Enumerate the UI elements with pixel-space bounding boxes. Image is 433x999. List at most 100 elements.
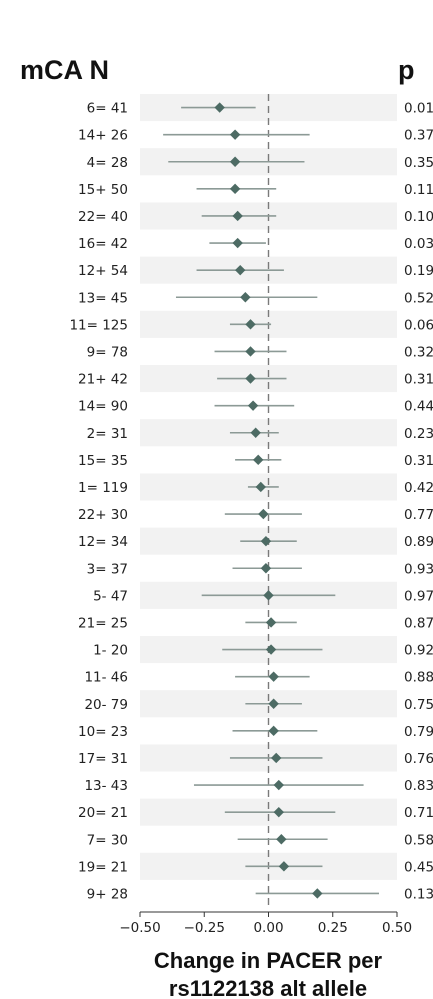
x-tick-label: 0.00: [253, 920, 283, 936]
p-value: 0.83: [404, 778, 433, 794]
row-label: 3= 37: [87, 561, 128, 577]
p-value: 0.76: [404, 751, 433, 767]
point-estimate: [247, 400, 259, 411]
point-estimate: [258, 508, 269, 520]
p-value: 0.97: [404, 588, 433, 604]
row-label: 22= 40: [78, 209, 128, 225]
p-value: 0.11: [404, 182, 433, 198]
row-label: 2= 31: [87, 426, 128, 442]
row-label: 11= 125: [69, 317, 128, 333]
p-value: 0.88: [404, 670, 433, 686]
row-label: 1- 20: [93, 643, 128, 659]
x-axis-title-line-1: Change in PACER per: [154, 948, 383, 973]
row-label: 11- 46: [84, 670, 128, 686]
point-estimate: [232, 237, 243, 249]
point-estimate: [229, 129, 241, 140]
p-value: 0.79: [404, 724, 433, 740]
row-label: 22+ 30: [78, 507, 128, 523]
row-label: 4= 28: [87, 155, 128, 171]
row-label: 14+ 26: [78, 128, 128, 144]
row-label: 13- 43: [84, 778, 128, 794]
point-estimate: [245, 373, 256, 384]
header-p: p: [398, 55, 415, 85]
point-estimate: [253, 454, 264, 466]
point-estimate: [312, 888, 323, 899]
p-value: 0.71: [404, 805, 433, 821]
point-estimate: [265, 644, 277, 655]
p-value: 0.03: [404, 236, 433, 252]
point-estimate: [271, 752, 282, 764]
point-estimate: [260, 535, 272, 547]
point-estimate: [265, 617, 277, 628]
p-value: 0.45: [404, 859, 433, 875]
x-tick-label: 0.50: [382, 920, 412, 936]
row-label: 17= 31: [78, 751, 128, 767]
p-value: 0.01: [404, 101, 433, 117]
row-label: 10= 23: [78, 724, 128, 740]
p-value: 0.89: [404, 534, 433, 550]
p-value: 0.13: [404, 886, 433, 902]
x-tick-label: −0.25: [184, 920, 225, 936]
point-estimate: [268, 698, 279, 709]
row-label: 14= 90: [78, 399, 128, 415]
p-value: 0.31: [404, 372, 433, 388]
x-tick-label: −0.50: [119, 920, 160, 936]
row-label: 12= 34: [78, 534, 128, 550]
point-estimate: [250, 427, 261, 438]
point-estimate: [229, 183, 241, 195]
row-labels: 6= 41 14+ 26 4= 28 15+ 50 22= 40 16= 42 12+ 54…: [69, 101, 128, 903]
row-label: 16= 42: [78, 236, 128, 252]
p-value: 0.35: [404, 155, 433, 171]
row-label: 1= 119: [78, 480, 128, 496]
x-axis: −0.50 −0.25 0.00 0.25 0.50: [119, 911, 412, 936]
p-value: 0.75: [404, 697, 433, 713]
point-estimate: [255, 481, 266, 493]
p-value: 0.93: [404, 561, 433, 577]
point-estimate: [263, 590, 274, 601]
p-value: 0.44: [404, 399, 433, 415]
row-label: 5- 47: [93, 588, 128, 604]
p-values: 0.01 0.37 0.35 0.11 0.10 0.03 0.19 0.52 0.06 0.32…: [404, 101, 433, 903]
p-value: 0.37: [404, 128, 433, 144]
point-estimate: [273, 779, 284, 791]
p-value: 0.92: [404, 643, 433, 659]
point-estimate: [229, 156, 241, 167]
row-label: 20= 21: [78, 805, 128, 821]
row-label: 12+ 54: [78, 263, 128, 279]
row-label: 9= 78: [87, 344, 128, 360]
row-label: 15+ 50: [78, 182, 128, 198]
point-estimate: [268, 725, 279, 737]
point-estimate: [240, 292, 251, 303]
point-estimate: [260, 563, 272, 574]
p-value: 0.87: [404, 615, 433, 631]
p-value: 0.23: [404, 426, 433, 442]
row-label: 21+ 42: [78, 372, 128, 388]
point-estimates: [214, 102, 323, 899]
point-estimate: [276, 834, 287, 845]
row-label: 7= 30: [87, 832, 128, 848]
p-value: 0.19: [404, 263, 433, 279]
point-estimate: [245, 319, 256, 330]
p-value: 0.31: [404, 453, 433, 469]
point-estimate: [232, 210, 243, 222]
p-value: 0.52: [404, 290, 433, 306]
point-estimate: [273, 806, 284, 818]
row-label: 6= 41: [87, 101, 128, 117]
point-estimate: [245, 346, 256, 357]
row-label: 20- 79: [84, 697, 128, 713]
point-estimate: [268, 671, 279, 682]
row-label: 13= 45: [78, 290, 128, 306]
p-value: 0.06: [404, 317, 433, 333]
row-label: 9+ 28: [87, 886, 128, 902]
x-tick-label: 0.25: [318, 920, 348, 936]
x-axis-title-line-2: rs1122138 alt allele: [169, 976, 367, 999]
p-value: 0.42: [404, 480, 433, 496]
point-estimate: [278, 861, 290, 872]
p-value: 0.10: [404, 209, 433, 225]
p-value: 0.32: [404, 344, 433, 360]
row-label: 21= 25: [78, 615, 128, 631]
point-estimate: [235, 264, 246, 276]
header-mca-n: mCA N: [20, 55, 109, 85]
p-value: 0.77: [404, 507, 433, 523]
